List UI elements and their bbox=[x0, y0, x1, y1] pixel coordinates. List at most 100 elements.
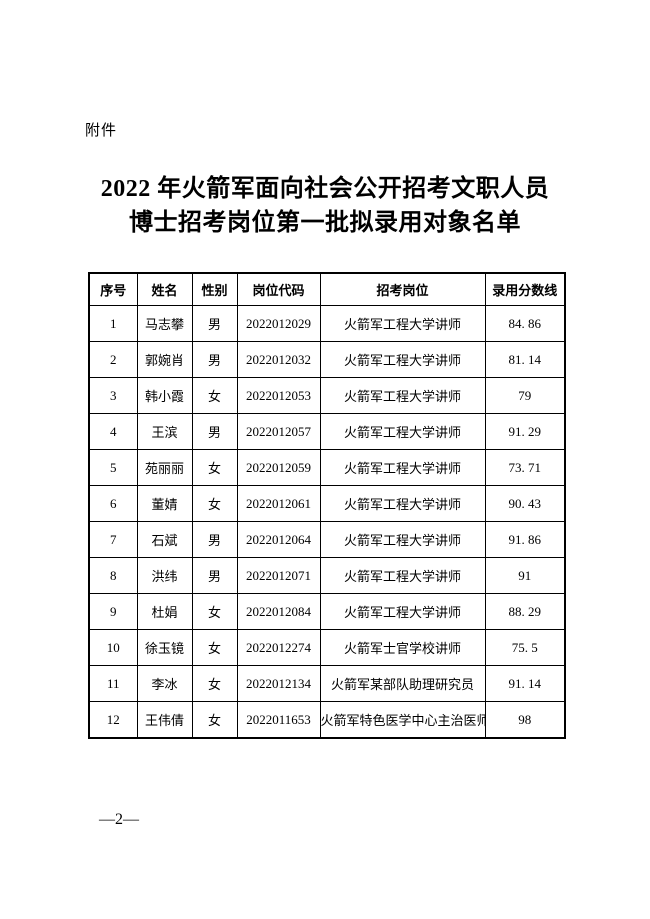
cell-gender: 女 bbox=[191, 485, 238, 522]
cell-score: 84. 86 bbox=[484, 305, 566, 342]
cell-position: 火箭军特色医学中心主治医师 bbox=[319, 701, 486, 739]
header-name: 姓名 bbox=[136, 272, 193, 306]
cell-position: 火箭军工程大学讲师 bbox=[319, 413, 486, 450]
cell-position: 火箭军某部队助理研究员 bbox=[319, 665, 486, 702]
cell-score: 91. 86 bbox=[484, 521, 566, 558]
cell-position-code: 2022012274 bbox=[236, 629, 321, 666]
table-row: 5 苑丽丽女 2022012059 火箭军工程大学讲师 73. 71 bbox=[88, 449, 566, 486]
table-row: 7 石斌男 2022012064 火箭军工程大学讲师 91. 86 bbox=[88, 521, 566, 558]
cell-gender: 女 bbox=[191, 593, 238, 630]
cell-position: 火箭军工程大学讲师 bbox=[319, 377, 486, 414]
cell-index: 2 bbox=[88, 341, 138, 378]
cell-index: 4 bbox=[88, 413, 138, 450]
cell-name: 石斌 bbox=[136, 521, 193, 558]
cell-position-code: 2022012134 bbox=[236, 665, 321, 702]
cell-name: 董婧 bbox=[136, 485, 193, 522]
cell-position: 火箭军士官学校讲师 bbox=[319, 629, 486, 666]
cell-position-code: 2022012059 bbox=[236, 449, 321, 486]
table-row: 3 韩小霞女 2022012053 火箭军工程大学讲师 79 bbox=[88, 377, 566, 414]
cell-position-code: 2022012029 bbox=[236, 305, 321, 342]
cell-index: 5 bbox=[88, 449, 138, 486]
table-row: 4 王滨男 2022012057 火箭军工程大学讲师 91. 29 bbox=[88, 413, 566, 450]
cell-gender: 男 bbox=[191, 305, 238, 342]
cell-index: 6 bbox=[88, 485, 138, 522]
cell-position-code: 2022012064 bbox=[236, 521, 321, 558]
cell-index: 1 bbox=[88, 305, 138, 342]
document-title: 2022 年火箭军面向社会公开招考文职人员 博士招考岗位第一批拟录用对象名单 bbox=[0, 172, 650, 240]
cell-score: 91 bbox=[484, 557, 566, 594]
document-title-line2: 博士招考岗位第一批拟录用对象名单 bbox=[129, 210, 521, 236]
header-position: 招考岗位 bbox=[319, 272, 486, 306]
cell-gender: 女 bbox=[191, 629, 238, 666]
cell-name: 王伟倩 bbox=[136, 701, 193, 739]
table-body: 1 马志攀男 2022012029 火箭军工程大学讲师 84. 86 2 郭婉肖男 20220… bbox=[88, 305, 566, 739]
cell-position: 火箭军工程大学讲师 bbox=[319, 341, 486, 378]
table-row: 1 马志攀男 2022012029 火箭军工程大学讲师 84. 86 bbox=[88, 305, 566, 342]
cell-gender: 女 bbox=[191, 377, 238, 414]
recruitment-table: 序号 姓名 性别 岗位代码 招考岗位 录用分数线 1 马志攀男 2022012029… bbox=[88, 272, 566, 739]
table-row: 2 郭婉肖男 2022012032 火箭军工程大学讲师 81. 14 bbox=[88, 341, 566, 378]
cell-position-code: 2022012053 bbox=[236, 377, 321, 414]
cell-name: 韩小霞 bbox=[136, 377, 193, 414]
page-number: —2— bbox=[99, 811, 139, 828]
cell-position: 火箭军工程大学讲师 bbox=[319, 557, 486, 594]
cell-position: 火箭军工程大学讲师 bbox=[319, 305, 486, 342]
cell-position: 火箭军工程大学讲师 bbox=[319, 449, 486, 486]
table-row: 10 徐玉镜女 2022012274 火箭军士官学校讲师 75. 5 bbox=[88, 629, 566, 666]
cell-name: 王滨 bbox=[136, 413, 193, 450]
cell-gender: 男 bbox=[191, 341, 238, 378]
cell-index: 12 bbox=[88, 701, 138, 739]
cell-gender: 男 bbox=[191, 521, 238, 558]
cell-position-code: 2022012061 bbox=[236, 485, 321, 522]
header-gender: 性别 bbox=[191, 272, 238, 306]
cell-position: 火箭军工程大学讲师 bbox=[319, 593, 486, 630]
header-score: 录用分数线 bbox=[484, 272, 566, 306]
cell-position: 火箭军工程大学讲师 bbox=[319, 485, 486, 522]
cell-position-code: 2022012071 bbox=[236, 557, 321, 594]
cell-index: 11 bbox=[88, 665, 138, 702]
cell-gender: 男 bbox=[191, 413, 238, 450]
cell-score: 81. 14 bbox=[484, 341, 566, 378]
header-index: 序号 bbox=[88, 272, 138, 306]
cell-index: 8 bbox=[88, 557, 138, 594]
table-row: 8 洪纬男 2022012071 火箭军工程大学讲师 91 bbox=[88, 557, 566, 594]
cell-position-code: 2022011653 bbox=[236, 701, 321, 739]
cell-index: 10 bbox=[88, 629, 138, 666]
table-header: 序号 姓名 性别 岗位代码 招考岗位 录用分数线 bbox=[88, 272, 566, 306]
table-row: 12 王伟倩女 2022011653 火箭军特色医学中心主治医师 98 bbox=[88, 701, 566, 739]
attachment-label: 附件 bbox=[85, 122, 118, 139]
cell-name: 徐玉镜 bbox=[136, 629, 193, 666]
table-row: 9 杜娟女 2022012084 火箭军工程大学讲师 88. 29 bbox=[88, 593, 566, 630]
cell-score: 75. 5 bbox=[484, 629, 566, 666]
cell-position: 火箭军工程大学讲师 bbox=[319, 521, 486, 558]
table-row: 11 李冰女 2022012134 火箭军某部队助理研究员 91. 14 bbox=[88, 665, 566, 702]
cell-name: 马志攀 bbox=[136, 305, 193, 342]
cell-score: 79 bbox=[484, 377, 566, 414]
cell-name: 李冰 bbox=[136, 665, 193, 702]
cell-gender: 女 bbox=[191, 701, 238, 739]
cell-name: 洪纬 bbox=[136, 557, 193, 594]
cell-name: 苑丽丽 bbox=[136, 449, 193, 486]
cell-index: 7 bbox=[88, 521, 138, 558]
cell-position-code: 2022012057 bbox=[236, 413, 321, 450]
cell-gender: 女 bbox=[191, 665, 238, 702]
cell-position-code: 2022012084 bbox=[236, 593, 321, 630]
cell-gender: 女 bbox=[191, 449, 238, 486]
header-position-code: 岗位代码 bbox=[236, 272, 321, 306]
table-row: 6 董婧女 2022012061 火箭军工程大学讲师 90. 43 bbox=[88, 485, 566, 522]
cell-index: 9 bbox=[88, 593, 138, 630]
cell-score: 91. 29 bbox=[484, 413, 566, 450]
cell-score: 88. 29 bbox=[484, 593, 566, 630]
cell-name: 郭婉肖 bbox=[136, 341, 193, 378]
cell-name: 杜娟 bbox=[136, 593, 193, 630]
cell-position-code: 2022012032 bbox=[236, 341, 321, 378]
cell-index: 3 bbox=[88, 377, 138, 414]
document-title-line1: 2022 年火箭军面向社会公开招考文职人员 bbox=[100, 176, 550, 202]
cell-score: 98 bbox=[484, 701, 566, 739]
cell-score: 91. 14 bbox=[484, 665, 566, 702]
cell-gender: 男 bbox=[191, 557, 238, 594]
cell-score: 73. 71 bbox=[484, 449, 566, 486]
table-header-row: 序号 姓名 性别 岗位代码 招考岗位 录用分数线 bbox=[88, 272, 566, 306]
cell-score: 90. 43 bbox=[484, 485, 566, 522]
